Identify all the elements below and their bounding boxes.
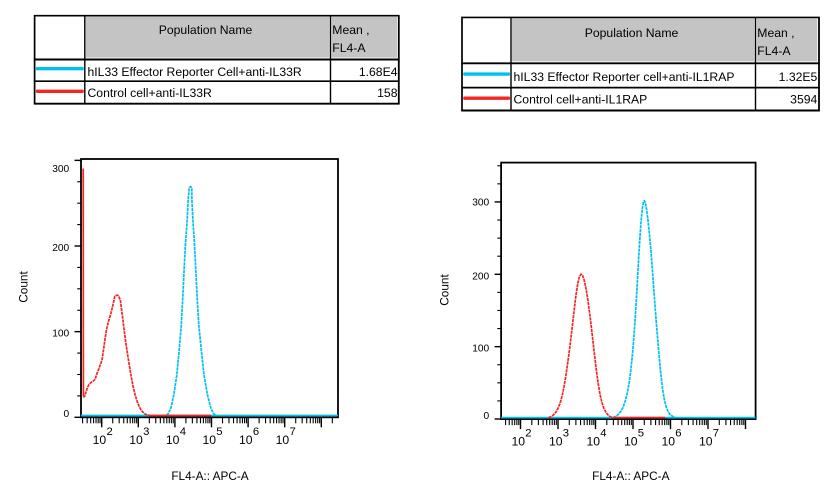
svg-text:158: 158 <box>377 86 398 100</box>
svg-text:Count: Count <box>17 271 31 303</box>
svg-text:10: 10 <box>239 433 253 447</box>
svg-text:Count: Count <box>438 274 452 306</box>
svg-text:10: 10 <box>93 433 107 447</box>
svg-text:10: 10 <box>699 435 713 449</box>
svg-text:FL4-A: FL4-A <box>757 44 791 58</box>
svg-text:Mean ,: Mean , <box>757 26 794 40</box>
svg-text:0: 0 <box>484 411 490 422</box>
svg-text:1.32E5: 1.32E5 <box>779 70 818 84</box>
svg-text:5: 5 <box>638 428 644 440</box>
svg-text:6: 6 <box>675 428 681 440</box>
svg-text:3: 3 <box>563 428 569 440</box>
svg-text:10: 10 <box>549 435 563 449</box>
svg-text:10: 10 <box>166 433 180 447</box>
svg-text:4: 4 <box>600 428 606 440</box>
svg-text:10: 10 <box>202 433 216 447</box>
svg-text:Control cell+anti-IL1RAP: Control cell+anti-IL1RAP <box>514 92 648 106</box>
svg-text:10: 10 <box>511 435 525 449</box>
svg-text:7: 7 <box>713 428 719 440</box>
svg-text:7: 7 <box>290 426 296 438</box>
svg-text:4: 4 <box>180 426 186 438</box>
svg-text:FL4-A:: APC-A: FL4-A:: APC-A <box>592 469 669 483</box>
svg-text:Population Name: Population Name <box>159 23 253 37</box>
svg-text:200: 200 <box>472 271 489 282</box>
svg-text:Control cell+anti-IL33R: Control cell+anti-IL33R <box>88 86 213 100</box>
svg-text:2: 2 <box>107 426 113 438</box>
svg-text:hIL33 Effector Reporter cell+a: hIL33 Effector Reporter cell+anti-IL1RAP <box>514 70 735 84</box>
svg-text:10: 10 <box>276 433 290 447</box>
svg-text:3594: 3594 <box>790 92 817 106</box>
svg-text:Population Name: Population Name <box>585 26 679 40</box>
svg-text:3: 3 <box>143 426 149 438</box>
svg-text:10: 10 <box>661 435 675 449</box>
svg-text:hIL33 Effector Reporter Cell+a: hIL33 Effector Reporter Cell+anti-IL33R <box>88 65 302 79</box>
svg-text:5: 5 <box>216 426 222 438</box>
svg-text:200: 200 <box>52 243 69 254</box>
svg-text:100: 100 <box>472 344 489 355</box>
svg-text:FL4-A:: APC-A: FL4-A:: APC-A <box>171 469 248 483</box>
svg-text:10: 10 <box>586 435 600 449</box>
svg-text:100: 100 <box>52 329 69 340</box>
svg-text:300: 300 <box>52 164 69 175</box>
svg-text:10: 10 <box>129 433 143 447</box>
svg-text:0: 0 <box>64 409 70 420</box>
svg-text:10: 10 <box>624 435 638 449</box>
svg-text:6: 6 <box>253 426 259 438</box>
svg-text:1.68E4: 1.68E4 <box>359 65 398 79</box>
svg-text:300: 300 <box>472 198 489 209</box>
svg-text:FL4-A: FL4-A <box>332 41 366 55</box>
svg-text:Mean ,: Mean , <box>332 23 369 37</box>
svg-text:2: 2 <box>525 428 531 440</box>
